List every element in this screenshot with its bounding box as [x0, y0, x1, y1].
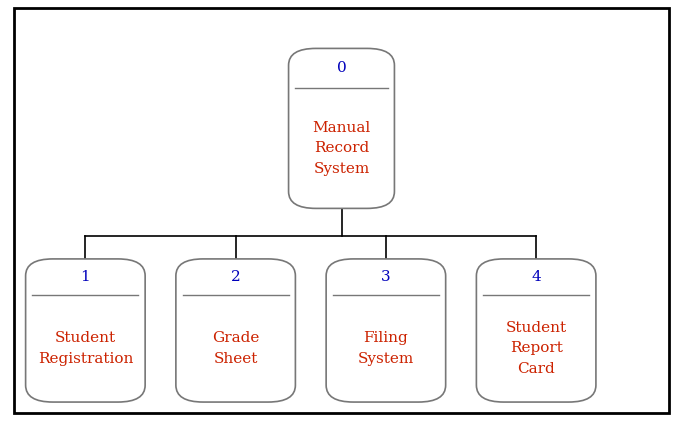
FancyBboxPatch shape — [176, 259, 295, 402]
FancyBboxPatch shape — [477, 259, 596, 402]
Text: 1: 1 — [81, 270, 90, 284]
FancyBboxPatch shape — [326, 259, 445, 402]
FancyBboxPatch shape — [26, 259, 145, 402]
Text: 4: 4 — [531, 270, 541, 284]
Text: Manual
Record
System: Manual Record System — [312, 121, 371, 176]
Text: 2: 2 — [231, 270, 240, 284]
Text: 3: 3 — [381, 270, 391, 284]
Text: Student
Report
Card: Student Report Card — [505, 321, 567, 376]
Text: Grade
Sheet: Grade Sheet — [212, 331, 260, 366]
Text: Filing
System: Filing System — [358, 331, 414, 366]
Text: 0: 0 — [337, 61, 346, 75]
Text: Student
Registration: Student Registration — [38, 331, 133, 366]
FancyBboxPatch shape — [288, 48, 395, 208]
